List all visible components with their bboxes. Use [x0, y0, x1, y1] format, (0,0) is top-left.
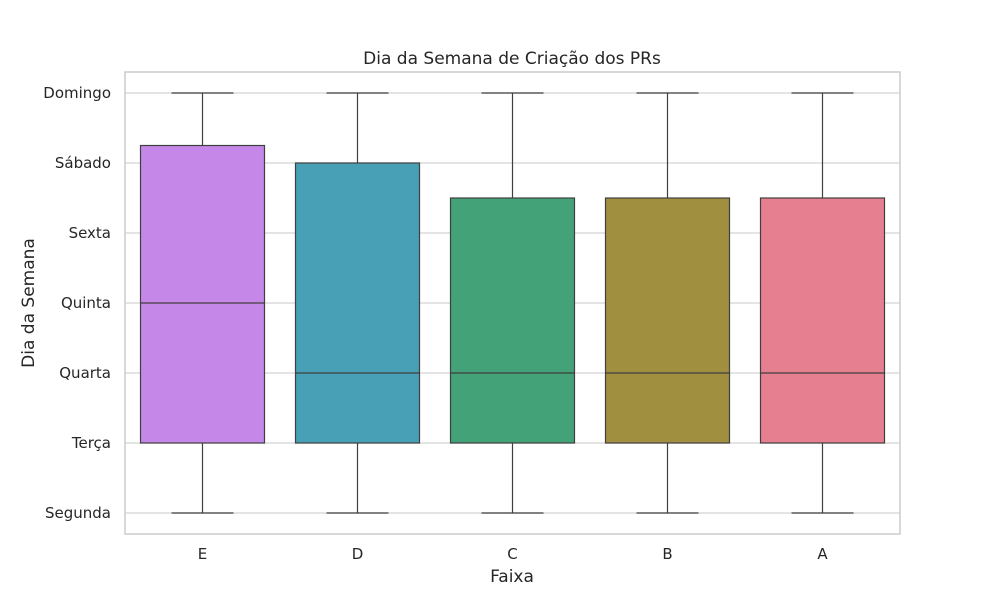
plot-frame: [124, 71, 901, 535]
y-tick-label: Quarta: [59, 364, 111, 382]
y-tick-label: Sábado: [55, 154, 111, 172]
box-A: [759, 197, 886, 444]
y-axis-label: Dia da Semana: [19, 238, 39, 368]
y-tick-label: Terça: [71, 434, 111, 452]
y-tick-label: Quinta: [61, 294, 111, 312]
box-E: [139, 144, 266, 444]
x-tick-label: A: [817, 545, 828, 563]
box-C: [449, 197, 576, 444]
x-tick-label: E: [198, 545, 207, 563]
y-tick-label: Sexta: [69, 224, 111, 242]
y-tick-label: Domingo: [43, 84, 111, 102]
chart-title: Dia da Semana de Criação dos PRs: [363, 49, 661, 69]
box-D: [294, 162, 421, 444]
y-tick-labels: Segunda Terça Quarta Quinta Sexta Sábado Domin…: [43, 84, 111, 522]
x-tick-label: D: [352, 545, 364, 563]
x-tick-label: C: [507, 545, 517, 563]
boxes-layer: [139, 92, 886, 514]
box-B: [604, 197, 731, 444]
x-tick-label: B: [662, 545, 672, 563]
y-tick-label: Segunda: [45, 504, 111, 522]
x-axis-label: Faixa: [490, 567, 534, 587]
